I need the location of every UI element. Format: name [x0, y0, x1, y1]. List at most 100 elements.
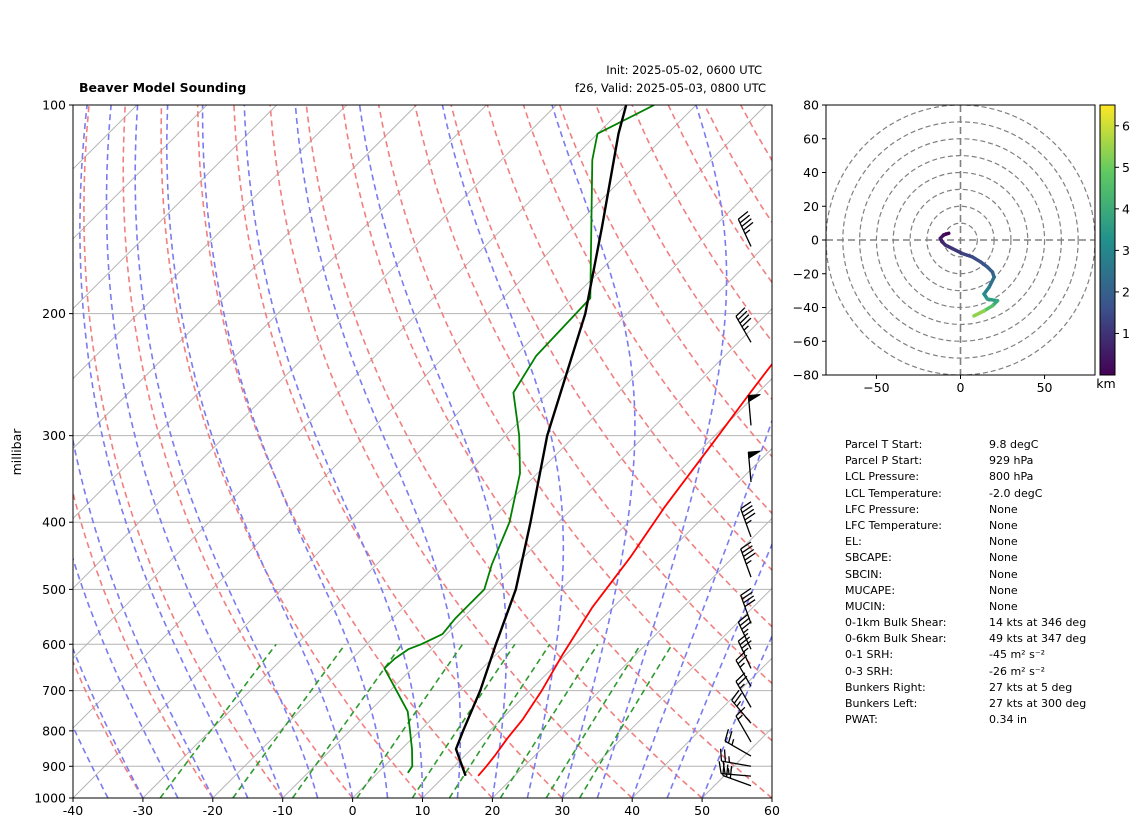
hodograph-ring — [909, 188, 1012, 292]
wind-barb — [747, 450, 761, 483]
x-tick-label: -30 — [133, 803, 153, 818]
moist-adiabat-line — [79, 105, 249, 798]
barb-full — [743, 548, 755, 557]
dry-adiabat-line — [305, 105, 703, 798]
barb-full — [741, 591, 753, 600]
colorbar-tick-label: 6 — [1122, 118, 1130, 133]
mixing-ratio-line — [579, 643, 673, 798]
barb-full — [737, 613, 749, 623]
skewt-plot: -40 -30 -20 -10 0 10 20 30 40 50 60 10020030040050… — [9, 98, 780, 819]
sounding-profiles — [383, 105, 772, 777]
moist-adiabat-line — [243, 105, 424, 798]
dry-adiabat-line — [558, 105, 772, 458]
wind-barb — [718, 761, 752, 777]
x-tick-label: 0 — [349, 803, 357, 818]
parameter-label: LFC Temperature: — [845, 518, 943, 532]
wind-barb — [731, 689, 752, 724]
x-tick-label: -20 — [203, 803, 223, 818]
skewt-plot-area — [73, 105, 772, 798]
parameter-label: LCL Pressure: — [845, 470, 920, 484]
wind-barb — [740, 541, 756, 578]
colorbar-tick-label: 2 — [1122, 284, 1130, 299]
barb-half — [745, 519, 752, 525]
skewt-y-axis: 100 200 300 400 500 600 700 800 900 1000 — [34, 98, 73, 806]
dry-adiabats — [73, 105, 772, 798]
barb-full — [735, 307, 746, 317]
x-tick-label: 20 — [484, 803, 500, 818]
isotherm-line — [73, 105, 767, 798]
barb-half — [742, 647, 749, 653]
barb-full — [727, 731, 733, 744]
barb-full — [740, 501, 752, 510]
wind-barb — [747, 394, 761, 426]
isotherm-line — [73, 105, 627, 659]
parameter-value: None — [989, 518, 1018, 532]
moist-adiabat-line — [631, 418, 772, 798]
x-tick-label: 60 — [764, 803, 780, 818]
hodograph: −50 0 50 −80 −60 −40 −20 0 20 40 60 80 1 2 3 4 5 6 km — [793, 98, 1130, 396]
wind-barb — [724, 729, 752, 757]
wind-barbs — [718, 210, 761, 787]
barb-half — [743, 325, 749, 331]
hodograph-axes: −50 0 50 −80 −60 −40 −20 0 20 40 60 80 — [793, 98, 1053, 396]
parameter-value: -26 m² s⁻² — [989, 664, 1046, 678]
mixing-ratio-line — [159, 643, 277, 798]
y-tick-label: 500 — [42, 582, 66, 597]
parameter-label: LFC Pressure: — [845, 502, 920, 516]
barb-full — [742, 221, 754, 231]
dry-adiabat-line — [73, 489, 214, 798]
isotherm-line — [771, 797, 772, 798]
skewt-y-label: millibar — [9, 428, 24, 476]
page-title: Beaver Model Sounding — [79, 80, 246, 95]
barb-full — [725, 764, 729, 777]
barb-shaft — [735, 315, 752, 343]
barb-shaft — [740, 548, 752, 578]
x-tick-label: -10 — [272, 803, 292, 818]
colorbar-tick-label: 3 — [1122, 243, 1130, 258]
barb-shaft — [737, 621, 752, 650]
y-tick-label: 800 — [42, 723, 66, 738]
y-tick-label: 200 — [42, 306, 66, 321]
parameter-value: -45 m² s⁻² — [989, 648, 1046, 662]
barb-full — [737, 310, 748, 321]
isotherm-line — [73, 105, 347, 380]
skewt-x-axis: -40 -30 -20 -10 0 10 20 30 40 50 60 — [63, 798, 780, 818]
y-tick-label: 600 — [42, 637, 66, 652]
parameter-value: 9.8 degC — [989, 438, 1039, 451]
barb-full — [733, 692, 743, 704]
isotherm-line — [73, 105, 417, 450]
hodograph-ring — [943, 222, 978, 258]
colorbar — [1099, 104, 1116, 376]
profile-line — [454, 105, 628, 777]
parameter-label: LCL Temperature: — [845, 486, 942, 500]
barb-flag — [747, 394, 761, 403]
x-tick-label: -40 — [63, 803, 83, 818]
barb-shaft — [721, 760, 752, 767]
parameter-label: 0-6km Bulk Shear: — [845, 632, 947, 646]
parameter-value: 800 hPa — [989, 470, 1034, 484]
isotherm-line — [492, 517, 772, 798]
moist-adiabat-line — [105, 105, 284, 798]
dry-adiabat-line — [269, 105, 633, 798]
wind-barb — [737, 210, 754, 247]
barb-shaft — [735, 660, 752, 687]
parameter-value: 14 kts at 346 deg — [989, 616, 1087, 630]
barb-full — [723, 749, 727, 762]
x-tick-label: 30 — [554, 803, 570, 818]
moist-adiabat-line — [201, 105, 389, 798]
barb-shaft — [731, 699, 752, 724]
parameter-label: Parcel T Start: — [845, 438, 923, 451]
barb-half — [742, 628, 749, 634]
parameter-value: None — [989, 535, 1018, 549]
x-tick-label: 10 — [415, 803, 431, 818]
mixing-ratio-line — [356, 643, 464, 798]
dry-adiabat-line — [341, 105, 772, 798]
hodograph-y-tick-label: −40 — [793, 300, 819, 315]
hodograph-y-tick-label: 20 — [803, 199, 819, 214]
dry-adiabat-line — [233, 105, 563, 798]
barb-full — [737, 632, 749, 642]
barb-full — [741, 620, 752, 630]
mixing-ratio-line — [291, 643, 403, 798]
parameter-value: 0.34 in — [989, 713, 1028, 727]
dry-adiabat-line — [522, 105, 772, 515]
